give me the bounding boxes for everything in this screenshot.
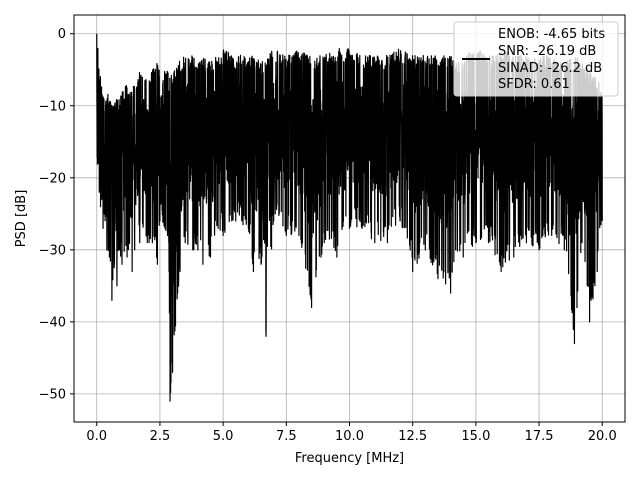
- legend-enob: ENOB: -4.65 bits: [498, 27, 605, 42]
- legend-box: [453, 21, 619, 97]
- x-tick-label: 0.0: [86, 429, 107, 444]
- y-tick-label: −20: [39, 171, 66, 186]
- x-tick-label: 2.5: [150, 429, 171, 444]
- x-tick-label: 5.0: [213, 429, 234, 444]
- y-tick-label: −30: [39, 243, 66, 258]
- x-tick-label: 10.0: [335, 429, 364, 444]
- x-tick-label: 15.0: [461, 429, 490, 444]
- x-tick-label: 7.5: [276, 429, 297, 444]
- x-tick-label: 20.0: [588, 429, 617, 444]
- legend-sinad: SINAD: -26.2 dB: [498, 61, 602, 76]
- y-tick-label: 0: [58, 27, 66, 42]
- y-tick-label: −50: [39, 387, 66, 402]
- legend: ENOB: -4.65 bits SNR: -26.19 dB SINAD: -…: [453, 21, 619, 97]
- legend-snr: SNR: -26.19 dB: [498, 44, 596, 59]
- axis-ticks: 0.0 2.5 5.0 7.5 10.0 12.5 15.0 17.5 20.0 0 −10 −20 −…: [39, 27, 617, 444]
- legend-sfdr: SFDR: 0.61: [498, 77, 570, 92]
- x-tick-label: 17.5: [525, 429, 554, 444]
- x-tick-label: 12.5: [398, 429, 427, 444]
- y-axis-title: PSD [dB]: [14, 190, 29, 248]
- x-axis-title: Frequency [MHz]: [295, 451, 404, 466]
- y-tick-label: −10: [39, 99, 66, 114]
- y-tick-label: −40: [39, 315, 66, 330]
